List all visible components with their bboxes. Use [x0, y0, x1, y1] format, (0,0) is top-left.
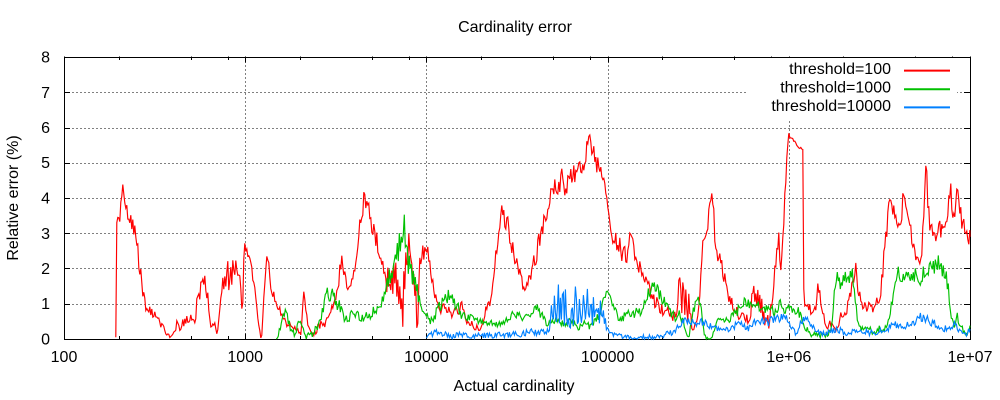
svg-text:threshold=10000: threshold=10000	[771, 98, 891, 115]
svg-text:8: 8	[41, 50, 50, 67]
svg-text:7: 7	[41, 85, 50, 102]
svg-text:0: 0	[41, 332, 50, 349]
svg-text:1e+06: 1e+06	[766, 349, 811, 366]
svg-text:Cardinality error: Cardinality error	[458, 19, 572, 36]
svg-text:2: 2	[41, 261, 50, 278]
svg-text:1e+07: 1e+07	[948, 349, 993, 366]
svg-text:10000: 10000	[404, 349, 449, 366]
svg-text:100000: 100000	[581, 349, 634, 366]
svg-text:6: 6	[41, 120, 50, 137]
svg-text:100: 100	[51, 349, 78, 366]
svg-text:5: 5	[41, 155, 50, 172]
svg-text:1: 1	[41, 296, 50, 313]
svg-text:threshold=1000: threshold=1000	[780, 80, 891, 97]
svg-text:Actual cardinality: Actual cardinality	[454, 378, 575, 395]
svg-text:3: 3	[41, 226, 50, 243]
svg-text:Relative error (%): Relative error (%)	[5, 135, 22, 260]
svg-text:4: 4	[41, 191, 50, 208]
svg-text:1000: 1000	[227, 349, 263, 366]
svg-text:threshold=100: threshold=100	[789, 61, 891, 78]
